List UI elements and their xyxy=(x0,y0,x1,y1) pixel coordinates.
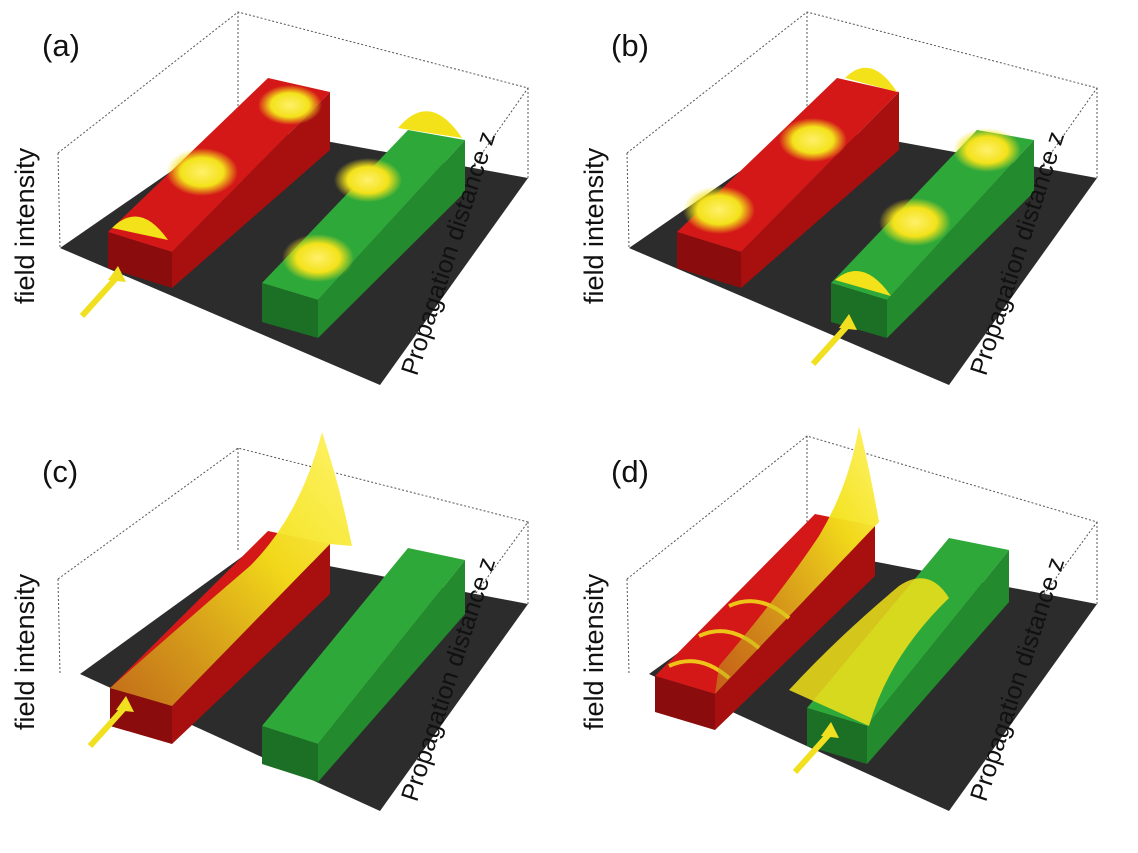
input-arrow-icon xyxy=(87,696,134,749)
panel-label: (c) xyxy=(42,454,79,489)
bounding-box xyxy=(57,447,529,725)
input-arrow-icon xyxy=(79,266,126,319)
panel-label: (a) xyxy=(42,28,80,63)
panel-a-plot xyxy=(57,11,529,385)
input-arrow-icon xyxy=(792,722,839,775)
field-ridge xyxy=(110,432,352,706)
panel-label: (d) xyxy=(611,454,649,489)
panel-c-plot xyxy=(57,432,529,811)
panel-d-plot xyxy=(626,426,1098,811)
y-axis-label: field intensity xyxy=(579,147,609,304)
input-arrow-icon xyxy=(810,314,857,367)
panel-a: (a) field intensity Propagation distance… xyxy=(0,0,569,426)
panel-c: (c) field intensity Propagation distance… xyxy=(0,426,569,852)
panel-d: (d) field intensity Propagation distance… xyxy=(569,426,1138,852)
panel-label: (b) xyxy=(611,28,649,63)
right-field-ridge xyxy=(789,578,949,726)
y-axis-label: field intensity xyxy=(579,573,609,730)
right-waveguide xyxy=(262,548,465,782)
panel-b-plot xyxy=(626,11,1098,385)
panel-b: (b) field intensity Propagation distance… xyxy=(569,0,1138,426)
y-axis-label: field intensity xyxy=(10,573,40,730)
y-axis-label: field intensity xyxy=(10,147,40,304)
field-ridge xyxy=(715,426,879,694)
